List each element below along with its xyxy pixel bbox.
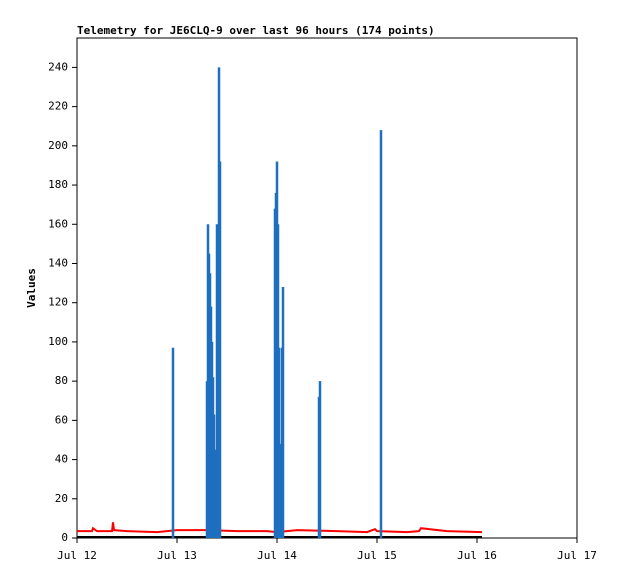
y-tick-label: 100 <box>48 335 68 348</box>
y-tick-label: 140 <box>48 256 68 269</box>
y-tick-label: 80 <box>55 374 68 387</box>
x-tick-label: Jul 17 <box>557 549 597 562</box>
y-tick-label: 240 <box>48 60 68 73</box>
y-tick-label: 180 <box>48 178 68 191</box>
y-tick-label: 20 <box>55 492 68 505</box>
y-tick-label: 60 <box>55 413 68 426</box>
x-tick-label: Jul 12 <box>57 549 97 562</box>
y-tick-label: 0 <box>61 531 68 544</box>
x-tick-label: Jul 15 <box>357 549 397 562</box>
y-tick-label: 220 <box>48 100 68 113</box>
x-tick-label: Jul 14 <box>257 549 297 562</box>
series-line <box>77 522 483 534</box>
y-tick-label: 200 <box>48 139 68 152</box>
x-tick-label: Jul 13 <box>157 549 197 562</box>
chart-title: Telemetry for JE6CLQ-9 over last 96 hour… <box>77 24 435 37</box>
y-tick-label: 40 <box>55 453 68 466</box>
y-tick-label: 160 <box>48 217 68 230</box>
y-tick-label: 120 <box>48 296 68 309</box>
x-tick-label: Jul 16 <box>457 549 497 562</box>
y-axis-label: Values <box>25 268 38 308</box>
